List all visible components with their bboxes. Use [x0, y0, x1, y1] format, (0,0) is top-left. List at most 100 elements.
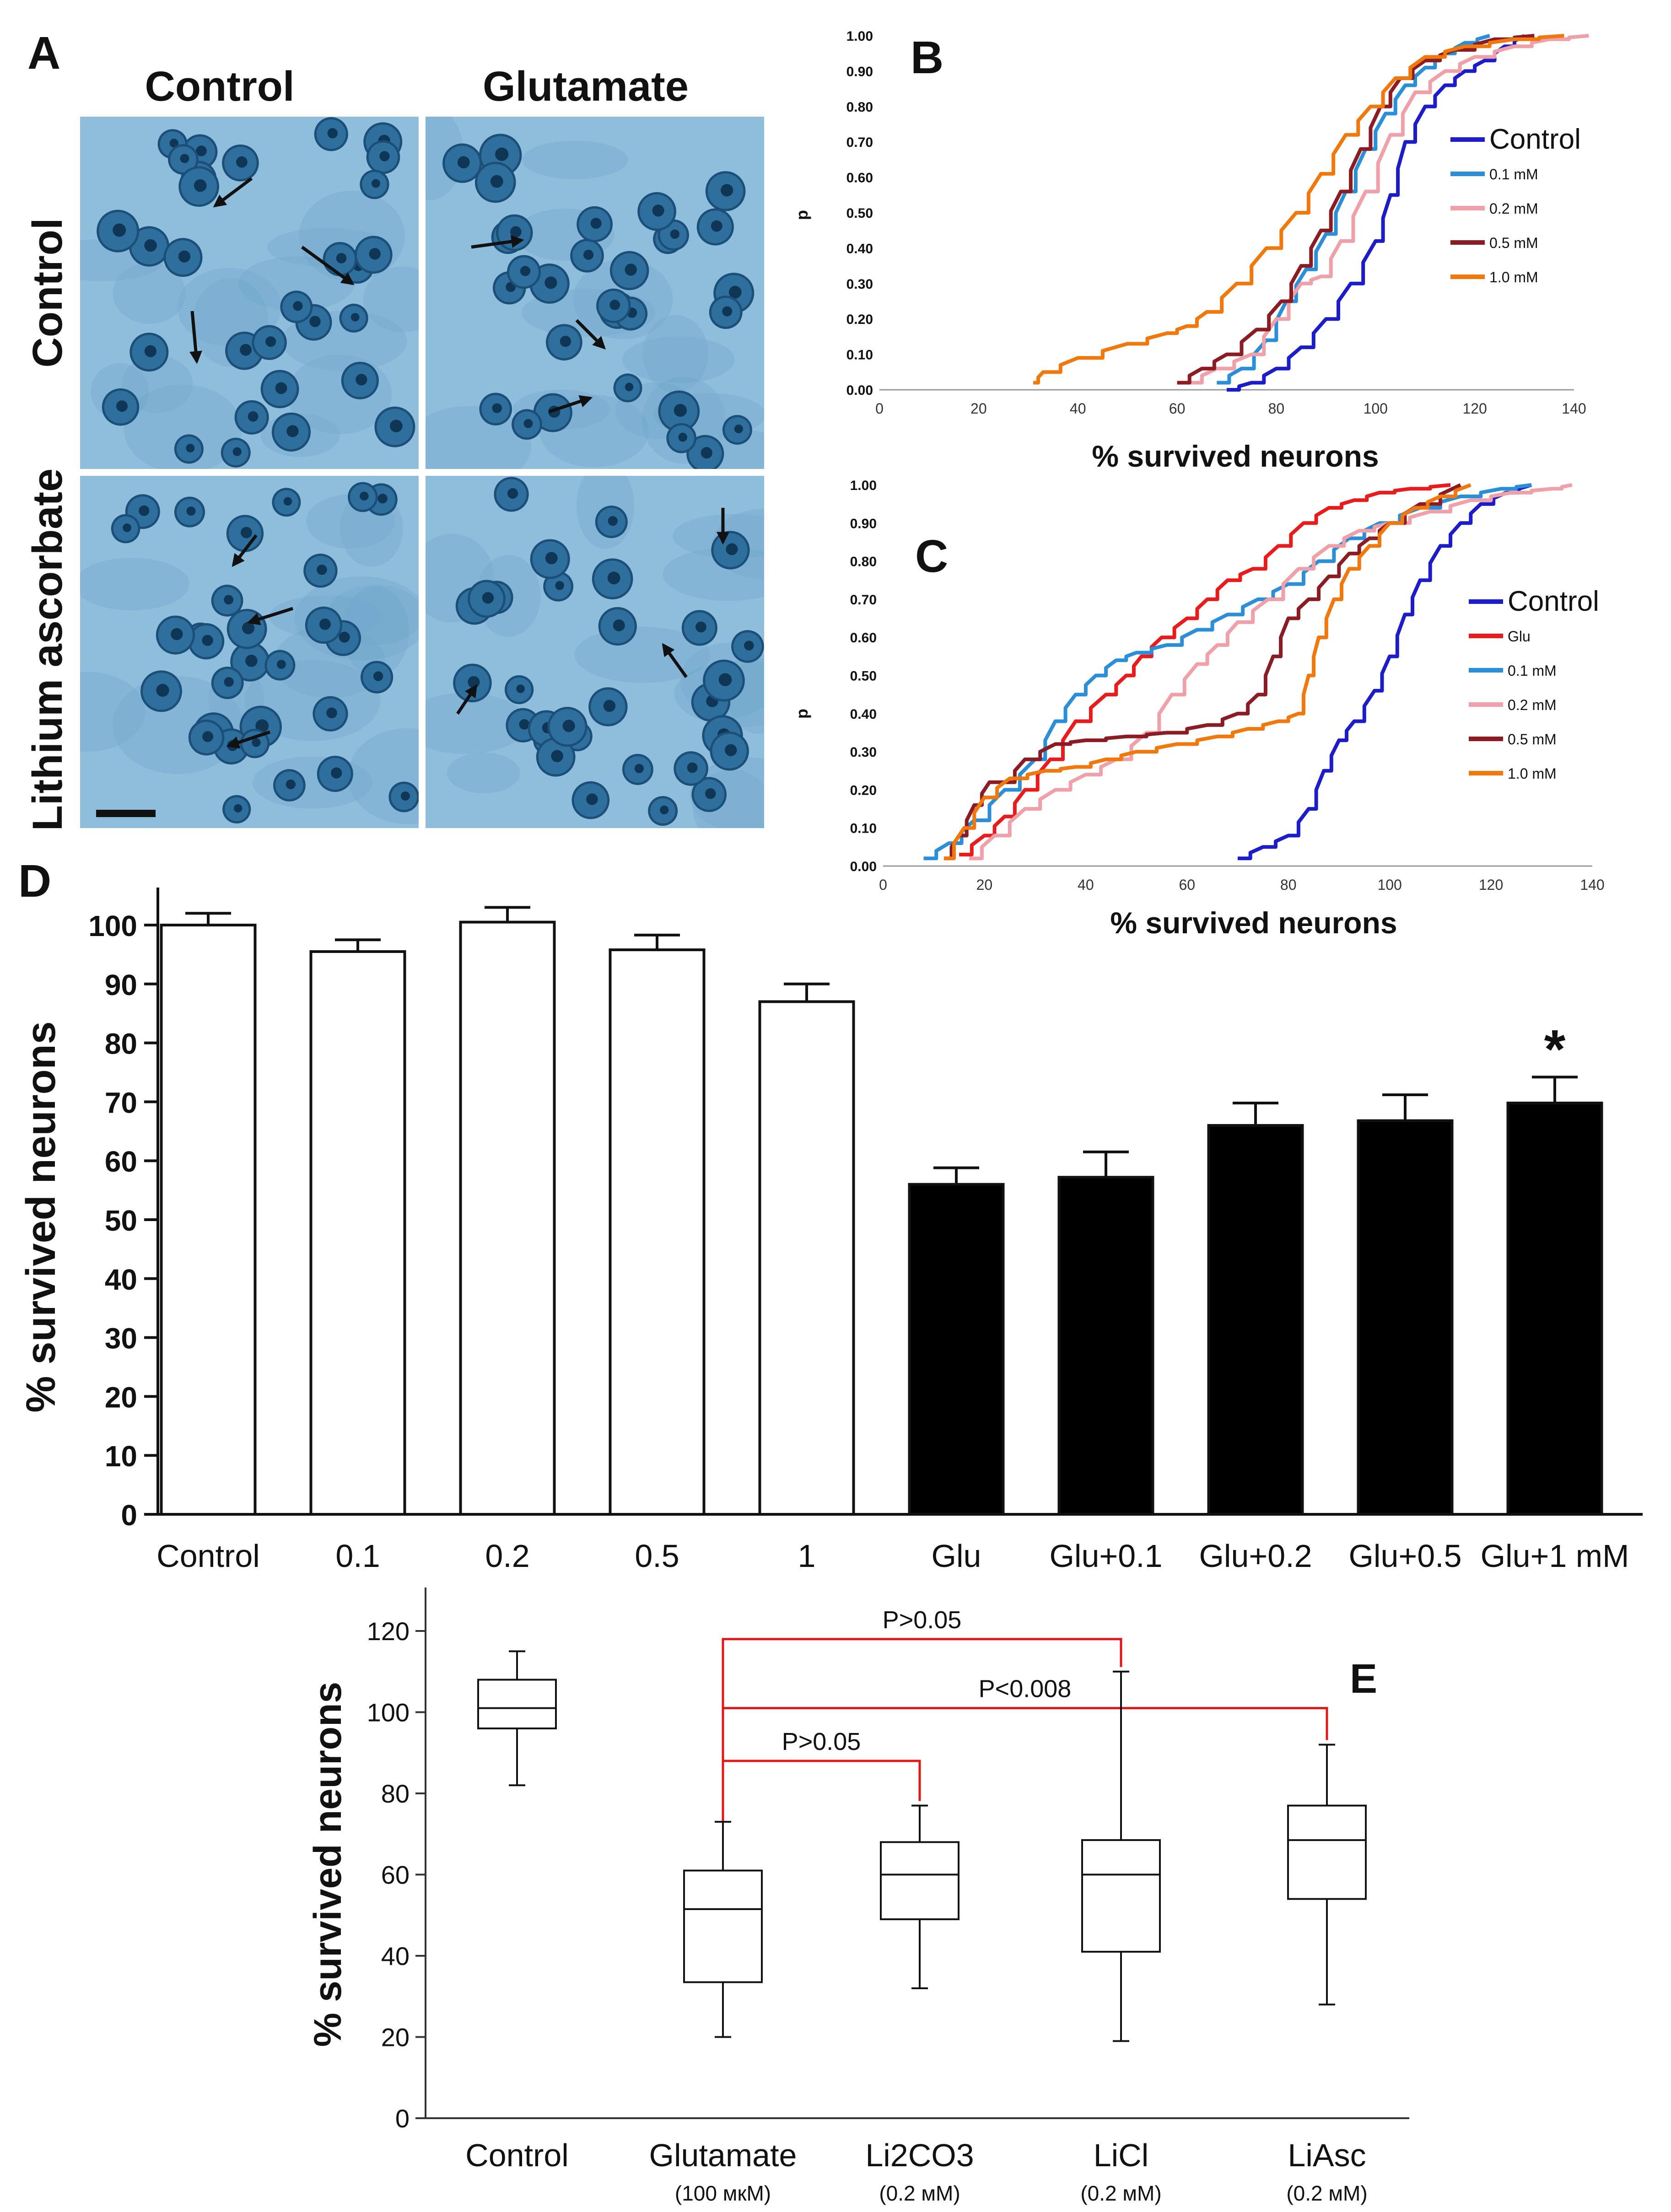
y-tick-label: 0.10	[850, 821, 877, 836]
series-line	[1227, 34, 1525, 392]
neuron-nucleus	[255, 719, 269, 733]
tissue-patch	[363, 266, 419, 333]
neuron-nucleus	[625, 382, 634, 392]
neuron-nucleus	[371, 179, 380, 188]
neuron-nucleus	[339, 631, 350, 643]
panel-e-boxes	[477, 1650, 1367, 2042]
neuron-nucleus	[711, 220, 722, 232]
micrograph-control-control	[80, 117, 419, 469]
neuron-nucleus	[265, 336, 276, 347]
box	[880, 1841, 959, 1921]
box	[1287, 1804, 1367, 1900]
panel-b-x-ticks: 0 20 40 60 80 100 120 140	[875, 400, 1586, 417]
x-tick-label: 80	[1280, 877, 1297, 893]
x-tick-label: 20	[970, 400, 987, 417]
tissue-patch	[342, 586, 410, 677]
x-tick-label: LiCl	[1094, 2137, 1149, 2173]
arrow-marker	[301, 246, 355, 285]
x-tick-label: Glu	[932, 1538, 981, 1574]
panel-b-y-ticks: 0.00 0.10 0.20 0.30 0.40 0.50 0.60 0.70 0.80 0.90…	[846, 29, 873, 398]
box	[683, 1869, 763, 1983]
neuron-nucleus	[734, 424, 744, 434]
panel-c-ylabel: p	[792, 709, 811, 719]
box	[477, 1679, 557, 1729]
legend-label: 1.0 mM	[1508, 765, 1557, 782]
x-tick-label: 1	[798, 1538, 816, 1574]
neuron-nucleus	[319, 618, 331, 630]
legend-label: Control	[1489, 124, 1581, 155]
neuron-nucleus	[603, 700, 616, 712]
neuron-nucleus	[523, 419, 533, 428]
x-tick-label: 0.2	[485, 1538, 529, 1574]
row-label-lithium-ascorbate: Lithium ascorbate	[24, 468, 71, 831]
panel-b-xlabel: % survived neurons	[1092, 439, 1379, 473]
bar	[609, 948, 706, 1516]
neuron-nucleus	[248, 411, 259, 422]
neuron-nucleus	[171, 628, 183, 640]
neuron-nucleus	[634, 764, 644, 773]
neuron-nucleus	[492, 403, 502, 414]
y-tick-label: 0.50	[846, 206, 873, 221]
neuron-nucleus	[186, 444, 195, 452]
y-tick-label: 20	[105, 1381, 137, 1414]
tissue-patch	[642, 315, 708, 393]
neuron-nucleus	[744, 640, 754, 651]
neuron-nucleus	[516, 684, 525, 693]
series-line	[943, 483, 1461, 861]
series-line	[943, 483, 1472, 861]
neuron-nucleus	[586, 793, 598, 805]
tissue-patch	[122, 355, 193, 413]
neuron-nucleus	[721, 184, 733, 197]
col-label-control: Control	[145, 63, 294, 110]
neuron-nucleus	[495, 147, 509, 161]
y-tick-label: 0	[121, 1499, 137, 1532]
neuron-nucleus	[687, 762, 698, 773]
bar	[160, 924, 257, 1516]
panel-b-series	[1033, 34, 1589, 392]
x-tick-label: 0	[875, 400, 884, 417]
x-tick-label: 80	[1268, 400, 1285, 417]
neuron-nucleus	[202, 635, 213, 646]
series-line	[923, 483, 1532, 861]
y-tick-label: 30	[105, 1322, 137, 1355]
x-tick-label: LiAsc	[1288, 2137, 1366, 2173]
row-label-control: Control	[24, 218, 71, 367]
y-tick-label: 0.20	[846, 312, 873, 327]
x-tick-label: 100	[1364, 400, 1388, 417]
x-tick-label: Control	[465, 2137, 569, 2173]
neuron-nucleus	[326, 707, 337, 719]
tissue-patch	[177, 268, 281, 347]
panel-a-letter: A	[27, 27, 60, 79]
neuron-nucleus	[670, 229, 680, 239]
neuron-nucleus	[234, 804, 243, 813]
x-tick-sublabel: (0.2 мМ)	[1080, 2181, 1161, 2205]
neuron-nucleus	[660, 805, 669, 815]
neuron-nucleus	[139, 505, 150, 516]
panel-d-bars: *	[160, 906, 1603, 1516]
panel-e: E % survived neurons 0 20 40 60 80 100 120 P>0…	[306, 1588, 1409, 2205]
panel-b-ylabel: p	[792, 210, 811, 220]
neuron-nucleus	[113, 223, 126, 237]
y-tick-label: 0.10	[846, 348, 873, 363]
neuron-nucleus	[490, 175, 503, 188]
neuron-nucleus	[482, 592, 494, 604]
legend-label: 1.0 mM	[1489, 269, 1538, 285]
tissue-patch	[622, 336, 735, 383]
neuron-nucleus	[178, 250, 191, 263]
neuron-nucleus	[286, 779, 296, 790]
x-tick-label: 0	[879, 877, 887, 893]
neuron-nucleus	[705, 788, 716, 799]
neuron-nucleus	[245, 655, 258, 667]
arrow-marker	[189, 311, 202, 364]
neuron-nucleus	[507, 488, 518, 499]
neuron-nucleus	[377, 494, 388, 504]
neuron-nucleus	[373, 671, 383, 681]
panel-b: B p 0.00 0.10 0.20 0.30 0.40 0.50 0.60 0.70 0.80…	[792, 29, 1589, 473]
panel-c-legend: Control Glu 0.1 mM 0.2 mM 0.5 mM 1.0 mM	[1469, 586, 1599, 782]
y-tick-label: 0	[395, 2104, 410, 2133]
y-tick-label: 100	[367, 1698, 410, 1727]
y-tick-label: 0.40	[846, 241, 873, 256]
neuron-nucleus	[144, 345, 157, 357]
arrow-marker	[575, 319, 606, 350]
